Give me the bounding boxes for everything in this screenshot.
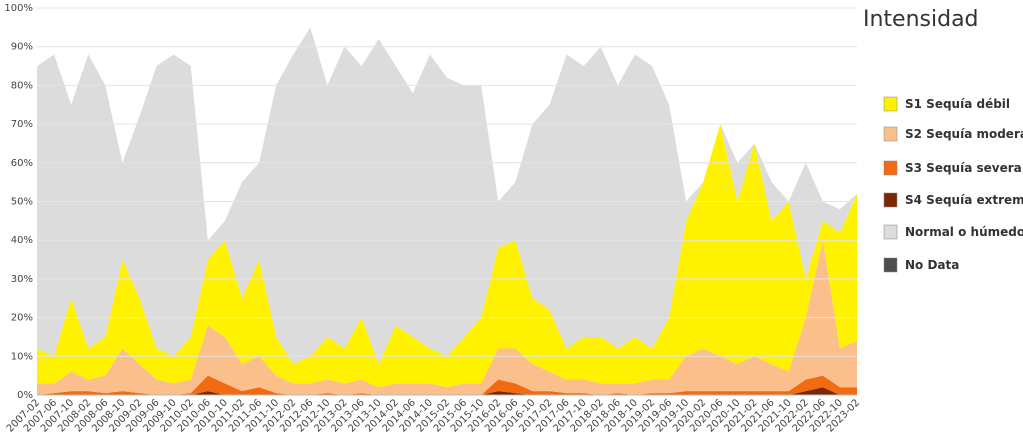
y-tick-label: 70% — [11, 119, 33, 130]
area — [37, 27, 857, 365]
areas — [37, 27, 857, 395]
area — [37, 124, 857, 388]
y-tick-label: 10% — [11, 351, 33, 362]
legend-title: Intensidad — [863, 7, 979, 32]
legend-label: Normal o húmedo — [905, 225, 1023, 239]
legend-swatch — [883, 126, 898, 142]
legend-swatch — [883, 224, 898, 240]
legend-swatch — [883, 192, 898, 208]
legend-label: S4 Sequía extrema — [905, 193, 1023, 207]
y-tick-label: 40% — [11, 235, 33, 246]
legend-label: S2 Sequía moderada — [905, 127, 1023, 141]
y-tick-label: 0% — [17, 390, 33, 401]
y-tick-label: 80% — [11, 80, 33, 91]
legend-swatch — [883, 96, 898, 112]
area — [37, 240, 857, 395]
y-tick-label: 90% — [11, 42, 33, 53]
area — [37, 375, 857, 395]
legend-swatch — [883, 160, 898, 176]
y-tick-label: 20% — [11, 313, 33, 324]
y-tick-label: 50% — [11, 197, 33, 208]
y-tick-label: 100% — [4, 3, 33, 14]
grid — [37, 7, 857, 396]
legend-label: No Data — [905, 258, 959, 272]
y-tick-label: 30% — [11, 274, 33, 285]
legend-label: S1 Sequía débil — [905, 97, 1010, 111]
y-tick-label: 60% — [11, 158, 33, 169]
legend-swatch — [883, 257, 898, 273]
legend-label: S3 Sequía severa — [905, 161, 1022, 175]
